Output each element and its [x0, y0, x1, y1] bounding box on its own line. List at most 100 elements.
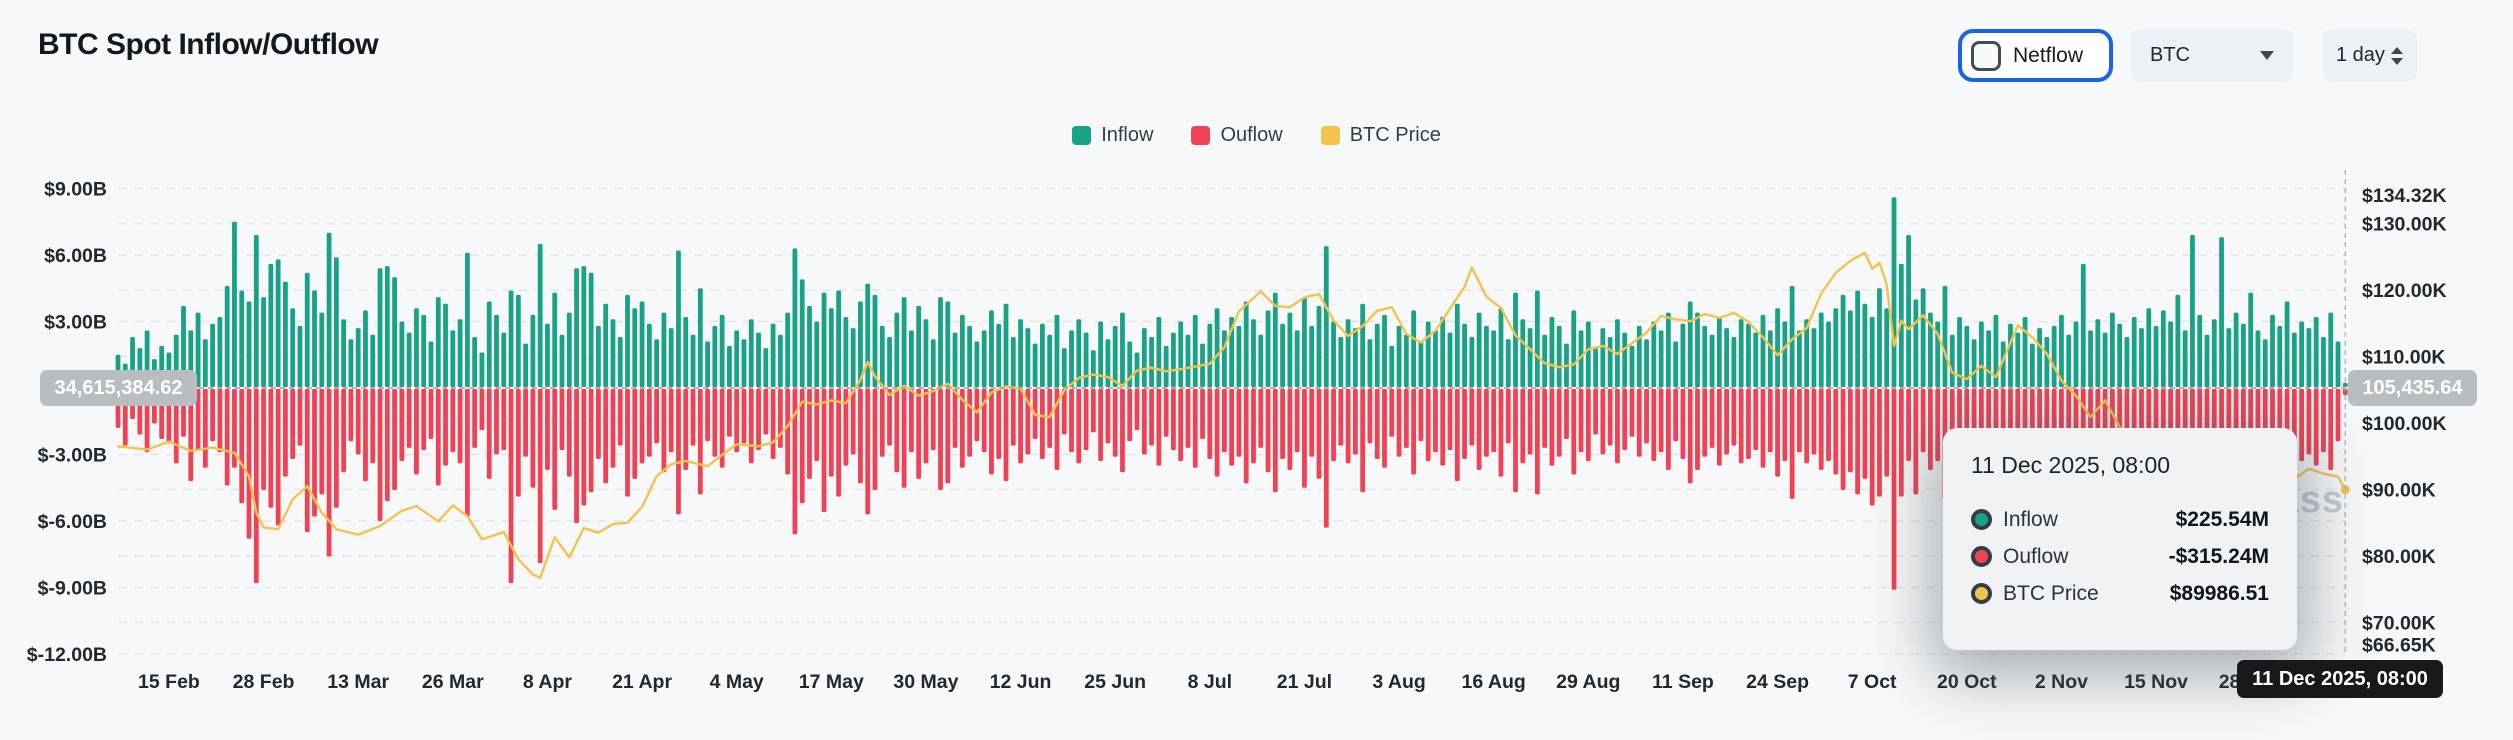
outflow-bar	[450, 388, 456, 453]
outflow-bar	[959, 388, 965, 468]
outflow-bar	[1724, 388, 1730, 455]
inflow-bar	[246, 301, 252, 388]
inflow-bar	[1549, 317, 1555, 388]
inflow-bar	[2117, 323, 2123, 388]
inflow-bar	[1462, 323, 1467, 388]
right-axis-tick-label: $90.00K	[2362, 479, 2436, 501]
outflow-bar	[1746, 388, 1751, 459]
outflow-bar	[1178, 388, 1184, 462]
outflow-bar	[1855, 388, 1861, 495]
outflow-bar	[1796, 388, 1802, 453]
outflow-bar	[1549, 388, 1555, 466]
inflow-bar	[865, 283, 871, 388]
ouflow-swatch-icon	[1191, 126, 1211, 145]
outflow-bar	[239, 388, 245, 504]
outflow-bar	[224, 388, 230, 486]
inflow-bar	[1753, 332, 1759, 388]
inflow-bar	[836, 290, 841, 388]
inflow-bar	[603, 303, 609, 388]
outflow-bar	[1149, 388, 1154, 446]
legend-item-inflow[interactable]: Inflow	[1072, 124, 1153, 147]
inflow-bar	[734, 330, 740, 388]
x-axis-tick-label: 21 Apr	[612, 671, 672, 693]
outflow-bar	[1069, 388, 1074, 453]
inflow-bar	[595, 325, 601, 388]
inflow-bar	[1192, 314, 1198, 388]
outflow-bar	[1775, 388, 1780, 477]
tooltip-value-ouflow: -$315.24M	[2168, 544, 2269, 568]
outflow-bar	[348, 388, 354, 442]
outflow-bar	[333, 388, 339, 508]
step-up-icon[interactable]	[2391, 46, 2403, 54]
inflow-bar	[195, 312, 201, 388]
inflow-bar	[1265, 310, 1271, 388]
inflow-bar	[2095, 319, 2101, 388]
inflow-bar	[232, 221, 237, 388]
inflow-bar	[1578, 330, 1584, 388]
inflow-bar	[705, 341, 710, 388]
netflow-toggle[interactable]: Netflow	[1958, 29, 2113, 82]
outflow-bar	[297, 388, 303, 446]
chevron-down-icon	[2260, 51, 2274, 60]
right-axis-tick-label: $120.00K	[2362, 280, 2447, 302]
outflow-bar	[1309, 388, 1315, 457]
x-axis-tick-label: 24 Sep	[1746, 671, 1809, 693]
inflow-bar	[1957, 317, 1962, 388]
inflow-bar	[981, 330, 987, 388]
right-axis-tick-label: $66.65K	[2362, 635, 2436, 657]
netflow-checkbox[interactable]	[1971, 40, 2001, 71]
inflow-bar	[1294, 330, 1300, 388]
outflow-bar	[1323, 388, 1329, 528]
inflow-bar	[515, 294, 521, 388]
left-axis-tick-label: $6.00B	[44, 245, 107, 267]
inflow-bar	[1040, 323, 1045, 388]
x-axis-tick-label: 26 Mar	[422, 671, 484, 693]
inflow-bar	[1090, 350, 1096, 388]
outflow-bar	[1396, 388, 1402, 457]
outflow-bar	[1811, 388, 1817, 455]
inflow-bar	[2291, 332, 2297, 388]
inflow-bar	[414, 308, 419, 388]
outflow-bar	[246, 388, 252, 539]
coin-select[interactable]: BTC	[2130, 29, 2294, 82]
stepper-icon[interactable]	[2391, 46, 2403, 65]
inflow-bar	[501, 332, 507, 388]
outflow-bar	[1673, 388, 1679, 442]
outflow-bar	[625, 388, 630, 497]
outflow-bar	[1476, 388, 1482, 471]
outflow-bar	[1280, 388, 1286, 459]
outflow-bar	[1251, 388, 1256, 464]
outflow-bar	[1316, 388, 1322, 479]
inflow-bar	[1687, 301, 1693, 388]
inflow-bar	[858, 301, 863, 388]
outflow-bar	[261, 388, 266, 490]
inflow-bar	[1171, 332, 1176, 388]
inflow-bar	[2146, 308, 2152, 388]
outflow-bar	[1040, 388, 1045, 459]
step-down-icon[interactable]	[2391, 57, 2403, 65]
interval-select[interactable]: 1 day	[2322, 29, 2417, 82]
outflow-bar	[1302, 388, 1307, 488]
legend-item-ouflow[interactable]: Ouflow	[1191, 124, 1283, 147]
inflow-bar	[1003, 303, 1009, 388]
outflow-bar	[1352, 388, 1358, 455]
x-axis-tick-label: 17 May	[799, 671, 864, 693]
outflow-bar	[1171, 388, 1176, 451]
chart-legend: Inflow Ouflow BTC Price	[0, 124, 2513, 147]
outflow-bar	[639, 388, 645, 464]
left-axis-tick-label: $3.00B	[44, 311, 107, 333]
tooltip-row-inflow: Inflow $225.54M	[1971, 501, 2269, 538]
inflow-bar	[275, 259, 281, 388]
inflow-bar	[1636, 325, 1642, 388]
outflow-bar	[1294, 388, 1300, 453]
inflow-bar	[712, 325, 718, 388]
outflow-bar	[574, 388, 579, 524]
inflow-bar	[2306, 328, 2312, 388]
legend-label-btc-price: BTC Price	[1349, 124, 1441, 146]
tooltip-value-inflow: $225.54M	[2175, 507, 2269, 531]
inflow-bar	[1964, 325, 1970, 388]
outflow-bar	[501, 388, 507, 451]
legend-item-btc-price[interactable]: BTC Price	[1320, 124, 1441, 147]
left-axis-tick-label: $-12.00B	[27, 644, 107, 666]
